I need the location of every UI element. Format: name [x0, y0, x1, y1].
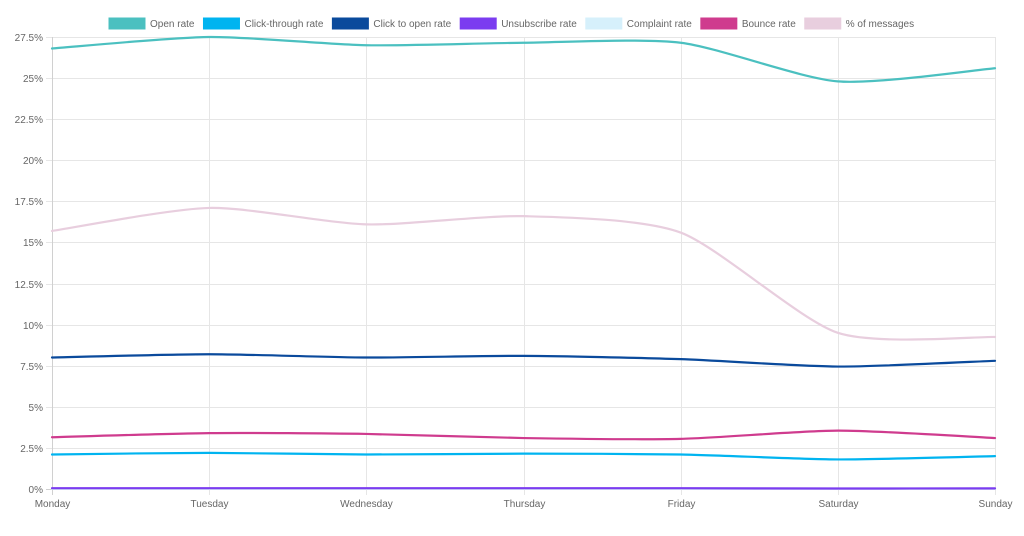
legend-swatch [459, 17, 497, 30]
y-tick-label: 22.5% [15, 115, 43, 126]
y-tick-label: 17.5% [15, 197, 43, 208]
y-tick-label: 2.5% [20, 444, 43, 455]
x-tick-label: Saturday [818, 499, 858, 510]
series-line-open-rate [50, 35, 997, 83]
x-axis: Monday Tuesday Wednesday Thursday Friday Satu… [35, 499, 1013, 510]
legend-swatch [804, 17, 842, 30]
legend-item[interactable]: Open rate [108, 17, 195, 30]
series-line-bounce-rate [50, 429, 997, 441]
y-tick-label: 10% [23, 321, 43, 332]
legend-item[interactable]: Bounce rate [700, 17, 796, 30]
legend-label: Unsubscribe rate [501, 19, 577, 30]
chart-series [50, 35, 997, 490]
chart-legend: Open rate Click-through rate Click to open… [108, 17, 914, 30]
legend-swatch [331, 17, 369, 30]
legend-label: Click-through rate [244, 19, 323, 30]
legend-label: Complaint rate [627, 19, 692, 30]
legend-item[interactable]: Click-through rate [202, 17, 324, 30]
legend-label: Click to open rate [373, 19, 451, 30]
y-tick-label: 7.5% [20, 362, 43, 373]
legend-item[interactable]: Complaint rate [585, 17, 692, 30]
x-tick-label: Tuesday [191, 499, 229, 510]
legend-label: Open rate [150, 19, 195, 30]
legend-swatch [585, 17, 623, 30]
legend-label: % of messages [846, 19, 914, 30]
y-axis: 0% 2.5% 5% 7.5% 10% 12.5% 15% 17.5% 20% 22.5% 25% 2… [15, 33, 43, 496]
legend-item[interactable]: Click to open rate [331, 17, 452, 30]
legend-label: Bounce rate [742, 19, 796, 30]
x-tick-label: Monday [35, 499, 71, 510]
series-line-click-through-rate [50, 451, 997, 461]
y-tick-label: 5% [29, 403, 44, 414]
chart-gridlines [46, 37, 996, 495]
y-tick-label: 25% [23, 74, 43, 85]
legend-swatch [700, 17, 738, 30]
y-tick-label: 27.5% [15, 33, 43, 44]
y-tick-label: 15% [23, 238, 43, 249]
y-tick-label: 20% [23, 156, 43, 167]
legend-item[interactable]: Unsubscribe rate [459, 17, 577, 30]
series-line-click-to-open-rate [50, 353, 997, 368]
legend-item[interactable]: % of messages [804, 17, 914, 30]
y-tick-label: 12.5% [15, 280, 43, 291]
x-tick-label: Thursday [504, 499, 546, 510]
legend-swatch [108, 17, 146, 30]
series-line-of-messages [50, 206, 997, 341]
x-tick-label: Wednesday [340, 499, 393, 510]
y-tick-label: 0% [29, 485, 44, 496]
legend-swatch [202, 17, 240, 30]
x-tick-label: Friday [668, 499, 696, 510]
x-tick-label: Sunday [979, 499, 1013, 510]
